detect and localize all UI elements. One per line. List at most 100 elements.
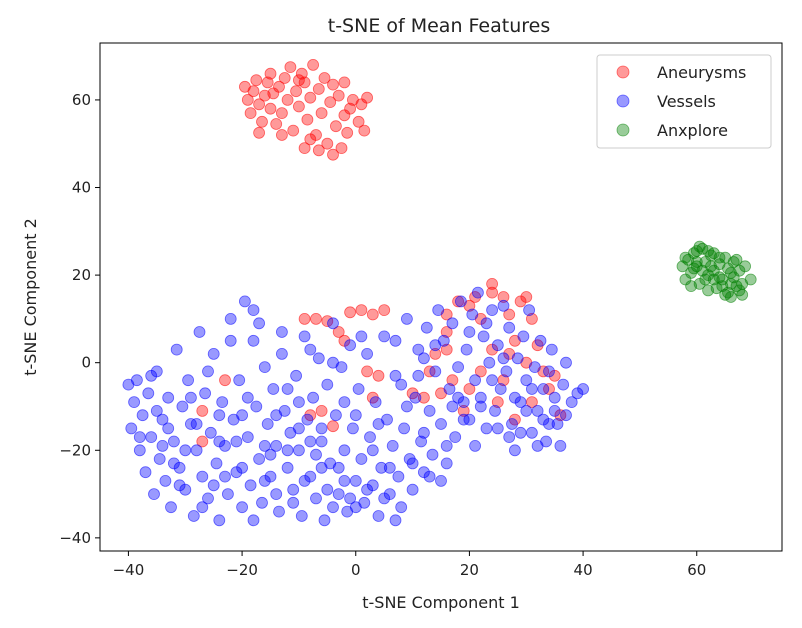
point-vessels-112 <box>440 457 453 470</box>
point-vessels-107 <box>426 448 439 461</box>
point-vessels-229 <box>440 439 453 452</box>
point-vessels-93 <box>386 439 399 452</box>
point-vessels-213 <box>236 461 249 474</box>
point-vessels-185 <box>292 396 305 409</box>
point-aneurysms-105 <box>463 383 476 395</box>
point-aneurysms-43 <box>275 129 288 141</box>
point-vessels-59 <box>290 369 303 382</box>
point-vessels-119 <box>460 343 473 356</box>
point-vessels-89 <box>375 461 388 474</box>
point-vessels-78 <box>344 339 357 352</box>
point-vessels-25 <box>193 326 206 338</box>
x-tick-label: 0 <box>351 561 361 579</box>
point-vessels-97 <box>398 422 411 435</box>
point-vessels-117 <box>454 295 467 308</box>
point-vessels-201 <box>304 343 317 356</box>
point-vessels-142 <box>526 426 538 439</box>
point-anxplore-47 <box>725 291 737 303</box>
x-axis: −40 −20 0 20 40 60 <box>113 551 706 579</box>
point-vessels-240 <box>514 426 527 439</box>
point-aneurysms-17 <box>287 124 300 137</box>
point-aneurysms-16 <box>284 61 297 73</box>
point-vessels-61 <box>295 510 308 522</box>
point-vessels-231 <box>474 400 487 413</box>
point-aneurysms-95 <box>491 396 504 409</box>
point-anxplore-38 <box>727 271 740 284</box>
point-vessels-191 <box>184 391 197 404</box>
point-vessels-9 <box>148 488 160 501</box>
y-tick-label: 0 <box>81 354 91 372</box>
point-aneurysms-4 <box>250 74 263 87</box>
point-aneurysms-9 <box>264 102 277 115</box>
point-vessels-56 <box>281 461 294 474</box>
point-vessels-21 <box>182 374 195 387</box>
legend-frame <box>596 54 772 149</box>
point-aneurysms-103 <box>457 404 470 417</box>
point-vessels-160 <box>179 444 192 457</box>
point-vessels-199 <box>253 317 266 330</box>
point-vessels-155 <box>565 396 578 409</box>
point-vessels-82 <box>355 453 368 465</box>
point-vessels-168 <box>315 422 328 435</box>
point-vessels-176 <box>452 391 465 404</box>
point-vessels-16 <box>167 435 180 448</box>
point-vessels-210 <box>167 457 180 470</box>
point-aneurysms-29 <box>321 137 334 150</box>
point-vessels-158 <box>145 369 158 382</box>
point-vessels-88 <box>372 510 385 522</box>
point-vessels-14 <box>162 391 175 404</box>
point-vessels-167 <box>298 474 311 487</box>
point-vessels-4 <box>133 444 146 457</box>
point-aneurysms-55 <box>332 326 345 338</box>
point-aneurysms-14 <box>278 72 291 84</box>
point-vessels-121 <box>466 308 479 321</box>
point-vessels-47 <box>256 496 268 509</box>
point-vessels-159 <box>162 422 175 435</box>
legend-marker-aneurysms <box>616 65 630 79</box>
point-vessels-140 <box>520 374 533 387</box>
point-vessels-60 <box>292 444 305 457</box>
point-vessels-233 <box>509 391 521 404</box>
point-vessels-228 <box>423 470 436 483</box>
point-vessels-108 <box>429 365 442 378</box>
chart-title: t-SNE of Mean Features <box>328 15 550 37</box>
y-tick-label: 20 <box>72 266 91 284</box>
point-aneurysms-85 <box>503 308 516 321</box>
point-vessels-232 <box>491 422 504 435</box>
point-vessels-40 <box>236 501 249 514</box>
point-aneurysms-104 <box>446 374 459 387</box>
point-vessels-143 <box>528 361 541 374</box>
point-aneurysms-19 <box>292 100 305 113</box>
point-vessels-222 <box>338 474 351 487</box>
point-aneurysms-88 <box>520 291 533 303</box>
point-vessels-153 <box>557 378 570 391</box>
point-vessels-48 <box>258 361 271 374</box>
point-aneurysms-44 <box>298 142 311 155</box>
point-aneurysms-24 <box>307 59 320 71</box>
point-anxplore-46 <box>713 251 726 264</box>
legend-label-vessels: Vessels <box>657 92 716 111</box>
point-vessels-236 <box>560 409 572 422</box>
point-anxplore-22 <box>739 260 751 273</box>
point-aneurysms-18 <box>290 85 303 98</box>
point-vessels-149 <box>545 343 558 356</box>
point-vessels-227 <box>406 457 419 470</box>
point-vessels-224 <box>361 483 374 496</box>
point-vessels-73 <box>329 409 342 422</box>
point-vessels-214 <box>247 304 260 317</box>
point-aneurysms-41 <box>358 124 371 137</box>
legend-marker-vessels <box>616 94 630 108</box>
point-vessels-81 <box>352 383 365 395</box>
point-aneurysms-59 <box>366 308 379 321</box>
point-vessels-171 <box>366 444 379 457</box>
point-vessels-58 <box>287 483 300 496</box>
point-vessels-80 <box>349 474 362 487</box>
point-vessels-161 <box>196 501 209 514</box>
point-vessels-114 <box>446 317 459 330</box>
x-tick-label: 20 <box>460 561 479 579</box>
y-tick-label: −40 <box>59 529 91 547</box>
point-vessels-13 <box>159 474 172 487</box>
point-vessels-98 <box>400 312 413 325</box>
point-vessels-207 <box>173 479 186 492</box>
